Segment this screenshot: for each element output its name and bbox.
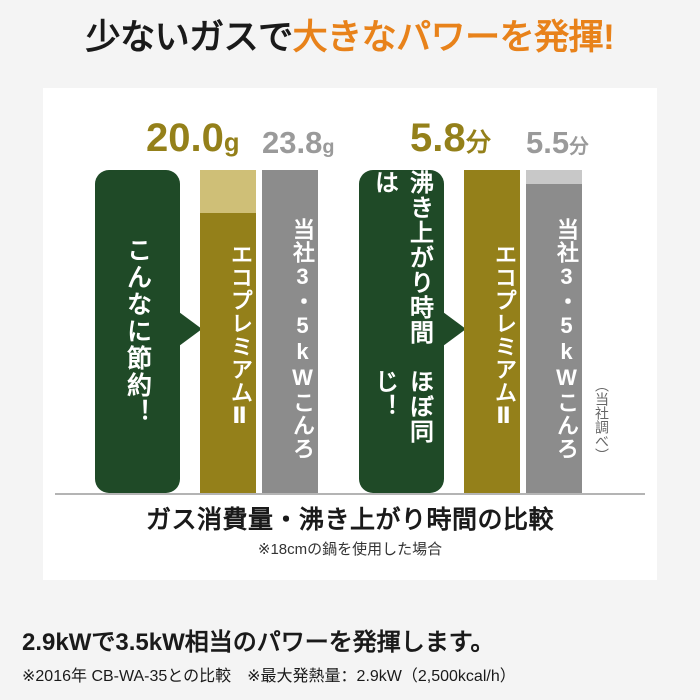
callout-gas-saving: こんなに節約！ bbox=[95, 170, 180, 493]
bar-gas-standard: 当社3・5kWこんろ bbox=[262, 170, 318, 493]
chart-baseline bbox=[55, 493, 645, 495]
value-unit: g bbox=[322, 136, 335, 158]
bar-gas-eco-premium-cap bbox=[200, 170, 256, 213]
chart-source-note: （当社調べ） bbox=[594, 378, 610, 462]
callout-gas-saving-arrow bbox=[179, 312, 202, 346]
comparison-chart-card: 20.0g 23.8g 5.8分 5.5分 こんなに節約！ エコプレミアムⅡ 当… bbox=[43, 88, 657, 580]
value-unit: g bbox=[223, 129, 240, 157]
value-number: 5.8 bbox=[410, 116, 466, 160]
footer-sub-text: ※2016年 CB-WA-35との比較 ※最大発熱量：2.9kW（2,500kc… bbox=[22, 668, 516, 685]
value-label-time-eco: 5.8分 bbox=[410, 118, 491, 158]
value-label-time-standard: 5.5分 bbox=[526, 127, 589, 158]
callout-boiling-time-text: 沸き上がり時間はほぼ同じ！ bbox=[359, 170, 444, 493]
value-number: 20.0 bbox=[146, 116, 224, 160]
bar-gas-standard-label: 当社3・5kWこんろ bbox=[290, 217, 315, 460]
bar-time-eco-premium: エコプレミアムⅡ bbox=[464, 170, 520, 493]
callout-boiling-time: 沸き上がり時間はほぼ同じ！ bbox=[359, 170, 444, 493]
value-unit: 分 bbox=[465, 129, 492, 157]
bar-gas-eco-premium: エコプレミアムⅡ bbox=[200, 170, 256, 493]
callout-boiling-time-line1: 沸き上がり時間は bbox=[370, 170, 433, 345]
bar-time-standard: 当社3・5kWこんろ bbox=[526, 170, 582, 493]
headline-orange-text: 大きなパワーを発揮! bbox=[292, 18, 615, 57]
chart-caption: ガス消費量・沸き上がり時間の比較 bbox=[145, 506, 554, 534]
footer-main-text: 2.9kWで3.5kW相当のパワーを発揮します。 bbox=[22, 629, 495, 656]
bar-gas-eco-premium-label: エコプレミアムⅡ bbox=[228, 243, 253, 430]
bar-time-standard-label: 当社3・5kWこんろ bbox=[554, 217, 579, 460]
chart-plot-area: こんなに節約！ エコプレミアムⅡ 当社3・5kWこんろ 沸き上がり時間はほぼ同じ… bbox=[43, 170, 657, 495]
page-title: 少ないガスで大きなパワーを発揮! bbox=[0, 8, 700, 68]
callout-boiling-time-line2: ほぼ同じ！ bbox=[370, 368, 433, 444]
callout-boiling-time-arrow bbox=[443, 312, 466, 346]
chart-caption-note: ※18cmの鍋を使用した場合 bbox=[257, 541, 443, 558]
callout-gas-saving-text: こんなに節約！ bbox=[123, 237, 152, 426]
value-unit: 分 bbox=[569, 136, 589, 158]
headline-black-text: 少ないガスで bbox=[85, 18, 294, 57]
value-label-gas-eco: 20.0g bbox=[146, 118, 240, 158]
chart-value-labels: 20.0g 23.8g 5.8分 5.5分 bbox=[43, 106, 657, 158]
value-number: 5.5 bbox=[526, 125, 570, 160]
value-number: 23.8 bbox=[262, 125, 323, 160]
bar-time-eco-premium-label: エコプレミアムⅡ bbox=[492, 243, 517, 430]
value-label-gas-standard: 23.8g bbox=[262, 127, 334, 158]
bar-time-standard-cap bbox=[526, 170, 582, 184]
